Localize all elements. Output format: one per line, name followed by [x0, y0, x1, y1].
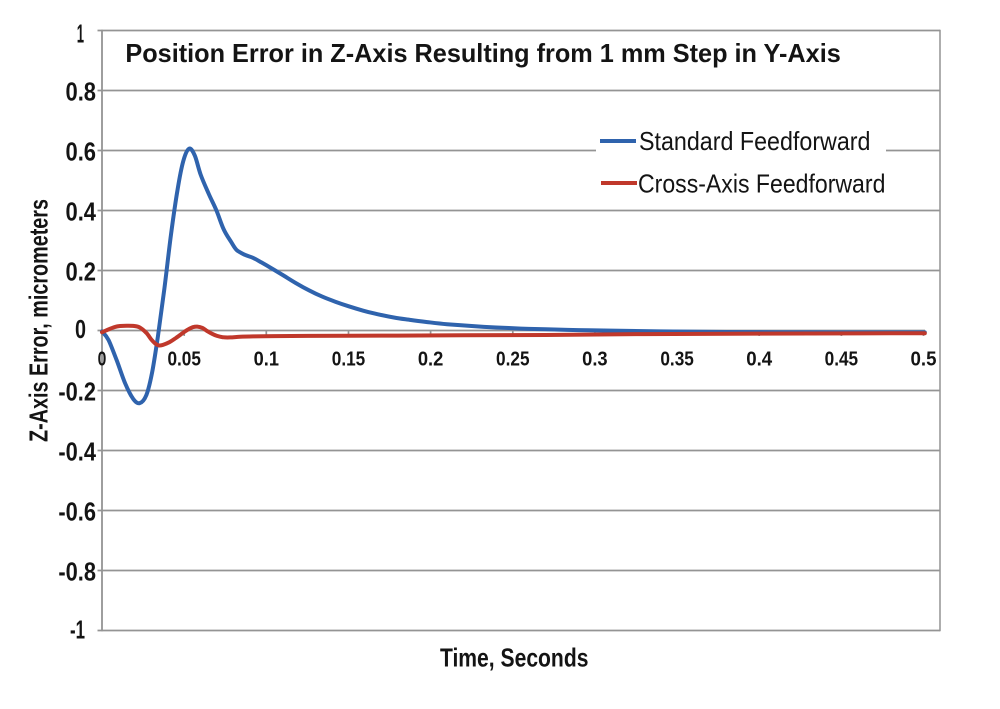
svg-text:0.6: 0.6 — [66, 137, 97, 167]
svg-text:0.8: 0.8 — [66, 77, 97, 107]
svg-text:Cross-Axis Feedforward: Cross-Axis Feedforward — [638, 168, 885, 198]
svg-text:0.45: 0.45 — [825, 349, 859, 371]
svg-text:-1: -1 — [70, 615, 85, 645]
svg-text:0.2: 0.2 — [418, 349, 444, 371]
svg-text:0: 0 — [75, 314, 86, 344]
svg-text:0.4: 0.4 — [746, 349, 773, 371]
svg-text:0: 0 — [98, 349, 107, 371]
svg-text:1: 1 — [77, 19, 84, 49]
svg-text:0.25: 0.25 — [496, 349, 530, 371]
svg-text:-0.8: -0.8 — [58, 557, 96, 587]
svg-text:Z-Axis Error, micrometers: Z-Axis Error, micrometers — [24, 199, 54, 442]
svg-text:0.5: 0.5 — [911, 349, 937, 371]
svg-text:-0.2: -0.2 — [58, 377, 96, 407]
svg-text:0.4: 0.4 — [66, 197, 97, 227]
svg-text:0.05: 0.05 — [167, 349, 201, 371]
svg-text:0.3: 0.3 — [582, 349, 608, 371]
svg-text:-0.4: -0.4 — [58, 437, 96, 467]
svg-text:0.35: 0.35 — [660, 349, 694, 371]
svg-text:-0.6: -0.6 — [58, 497, 96, 527]
svg-text:Time, Seconds: Time, Seconds — [440, 643, 589, 673]
svg-text:0.2: 0.2 — [66, 257, 97, 287]
svg-text:0.1: 0.1 — [254, 349, 279, 371]
svg-text:0.15: 0.15 — [332, 349, 366, 371]
svg-text:Standard Feedforward: Standard Feedforward — [639, 126, 871, 156]
svg-text:Position Error in Z-Axis Resul: Position Error in Z-Axis Resulting from … — [125, 38, 840, 68]
